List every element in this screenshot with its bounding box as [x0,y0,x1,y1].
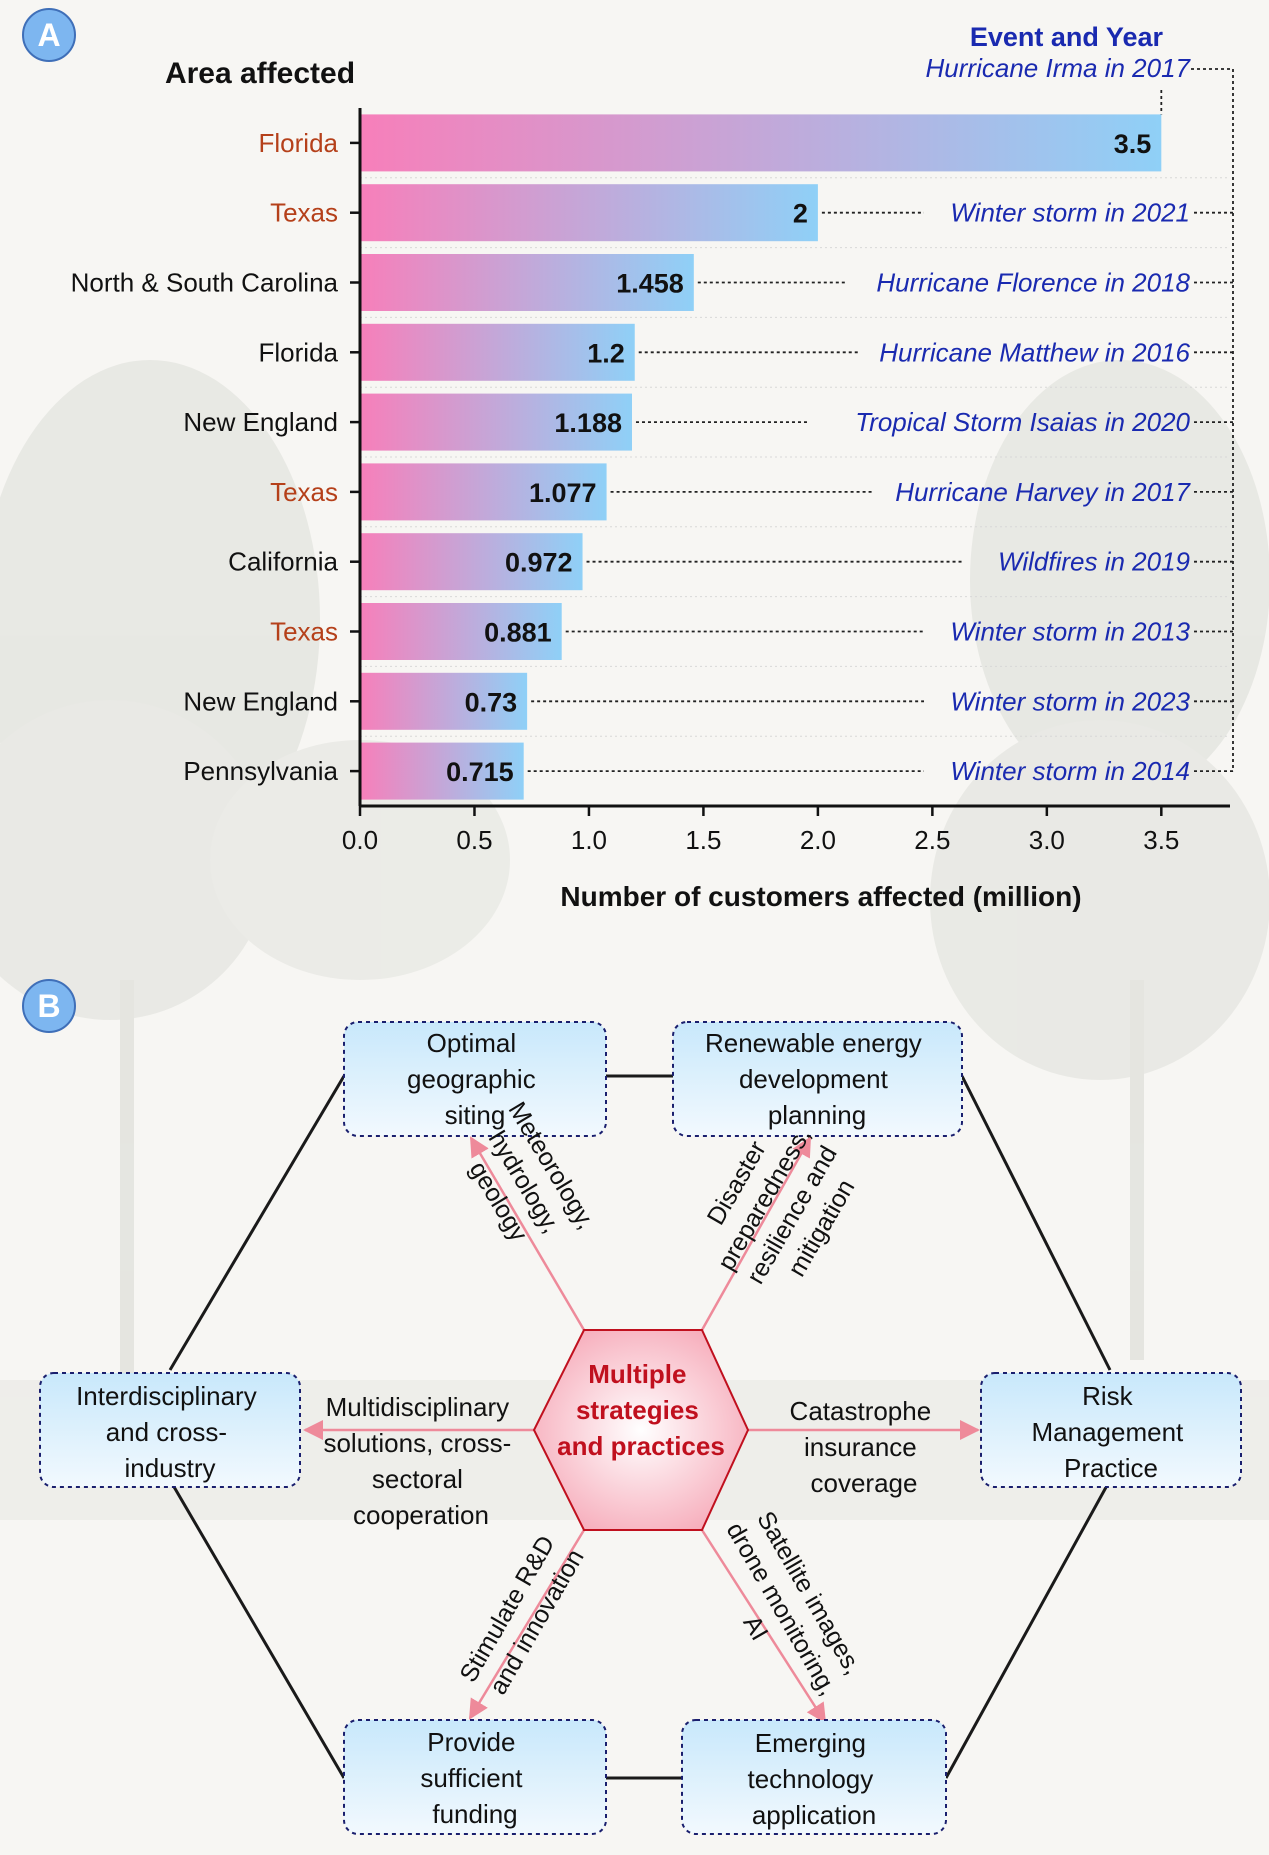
node-interdisciplinary: Interdisciplinary and cross- industry [39,1372,301,1488]
svg-text:Satellite images, drone: Satellite images, drone monitoring, AI [693,1502,873,1723]
svg-text:Optimal geographic: Optimal geographic siting [407,1028,543,1130]
x-tick-label: 1.5 [685,825,721,855]
bar-7 [360,603,562,660]
node-funding: Provide sufficient funding [343,1719,607,1835]
category-label: Florida [259,128,339,158]
arrow-to-renewable [700,1136,812,1331]
node-risk: Risk Management Practice [980,1372,1242,1488]
arrow-to-funding [468,1529,586,1720]
x-tick-label: 2.5 [914,825,950,855]
category-label: Texas [270,617,338,647]
bar-value-label: 3.5 [1114,129,1152,159]
edge-label-risk: Catastrophe insurance coverage [790,1396,939,1498]
center-line-3: and practices [557,1431,725,1461]
category-label: Texas [270,477,338,507]
svg-text:Provide sufficient: Provide sufficient funding [420,1727,529,1829]
bar-8 [360,672,528,730]
svg-text:Renewable energy develop: Renewable energy development planning [705,1028,929,1130]
node-renewable: Renewable energy development planning [672,1021,963,1137]
event-connectors: Hurricane Irma in 2017 Winter storm in 20… [527,53,1234,786]
category-label: Texas [270,198,338,228]
event-label: Winter storm in 2023 [950,686,1190,716]
x-axis-title: Number of customers affected (million) [560,881,1081,912]
bar-1 [360,184,818,242]
center-hexagon: Multiple strategies and practices [532,1329,750,1531]
edge-label-funding: Stimulate R&D and innovation [454,1525,591,1703]
center-line-1: Multiple [588,1359,686,1389]
arrow-to-siting [469,1136,586,1331]
event-label: Tropical Storm Isaias in 2020 [855,407,1190,437]
svg-text:Emerging technology: Emerging technology application [748,1728,881,1830]
panel-a-badge: A [22,8,76,62]
svg-text:Stimulate R&D and innova: Stimulate R&D and innovation [454,1525,591,1703]
category-label: Pennsylvania [183,756,338,786]
x-tick-label: 3.0 [1029,825,1065,855]
event-label: Hurricane Florence in 2018 [876,268,1190,298]
event-label: Winter storm in 2021 [950,198,1190,228]
bar-value-label: 1.188 [554,408,622,438]
strategy-arrows [303,1136,980,1724]
svg-text:Risk Management Pr: Risk Management Practice [1032,1381,1191,1483]
event-label: Hurricane Irma in 2017 [926,53,1192,83]
category-label: Florida [259,337,339,367]
bar-6 [360,533,583,591]
svg-text:A: A [37,17,60,53]
x-tick-label: 0.0 [342,825,378,855]
event-label: Hurricane Matthew in 2016 [879,337,1190,367]
x-tick-label: 1.0 [571,825,607,855]
chart-axes: Florida Texas North & South Carolina Florid… [71,108,1230,855]
bar-value-label: 1.2 [587,338,625,368]
y-axis-title: Area affected [165,57,355,90]
node-siting: Optimal geographic siting [343,1021,607,1137]
event-label: Wildfires in 2019 [998,547,1190,577]
bar-value-label: 0.73 [465,687,518,717]
category-label: New England [183,407,338,437]
bar-3 [360,323,635,381]
center-line-2: strategies [576,1395,699,1425]
event-column-title: Event and Year [970,22,1164,52]
chart-gridlines [360,177,1230,737]
bar-value-label: 2 [793,199,808,229]
edge-label-technology: Satellite images, drone monitoring, AI [693,1502,873,1723]
svg-text:B: B [37,988,60,1024]
category-label: New England [183,686,338,716]
bar-value-label: 0.881 [484,618,552,648]
svg-text:Catastrophe insurance: Catastrophe insurance coverage [790,1396,939,1498]
event-label: Winter storm in 2013 [950,617,1190,647]
bar-series: 3.5 2 1.458 1.2 1.188 1.077 0.972 0.881 0.73 0.71… [360,114,1162,800]
bar-4 [360,393,632,451]
x-tick-label: 3.5 [1143,825,1179,855]
x-tick-label: 2.0 [800,825,836,855]
category-label: California [228,547,338,577]
node-technology: Emerging technology application [681,1719,947,1835]
panel-b-badge: B [22,979,76,1033]
bar-2 [360,254,694,311]
bar-value-label: 0.715 [446,757,514,787]
outer-hexagon [168,1074,1112,1780]
bar-9 [360,742,524,800]
bar-0 [360,114,1162,172]
bar-value-label: 0.972 [505,548,573,578]
svg-text:Multidisciplinary soluti: Multidisciplinary solutions, cross- sect… [323,1392,518,1530]
edge-label-interdisciplinary: Multidisciplinary solutions, cross- sect… [323,1392,518,1530]
category-label: North & South Carolina [71,268,339,298]
x-tick-label: 0.5 [456,825,492,855]
event-label: Hurricane Harvey in 2017 [895,477,1191,507]
bar-5 [360,463,607,521]
bar-value-label: 1.458 [616,269,684,299]
arrow-to-technology [700,1529,827,1724]
event-label: Winter storm in 2014 [950,756,1190,786]
bar-value-label: 1.077 [529,478,597,508]
svg-text:Interdisciplinary and cr: Interdisciplinary and cross- industry [76,1381,264,1483]
svg-text:Multiple strategies: Multiple strategies and practices [557,1359,725,1461]
